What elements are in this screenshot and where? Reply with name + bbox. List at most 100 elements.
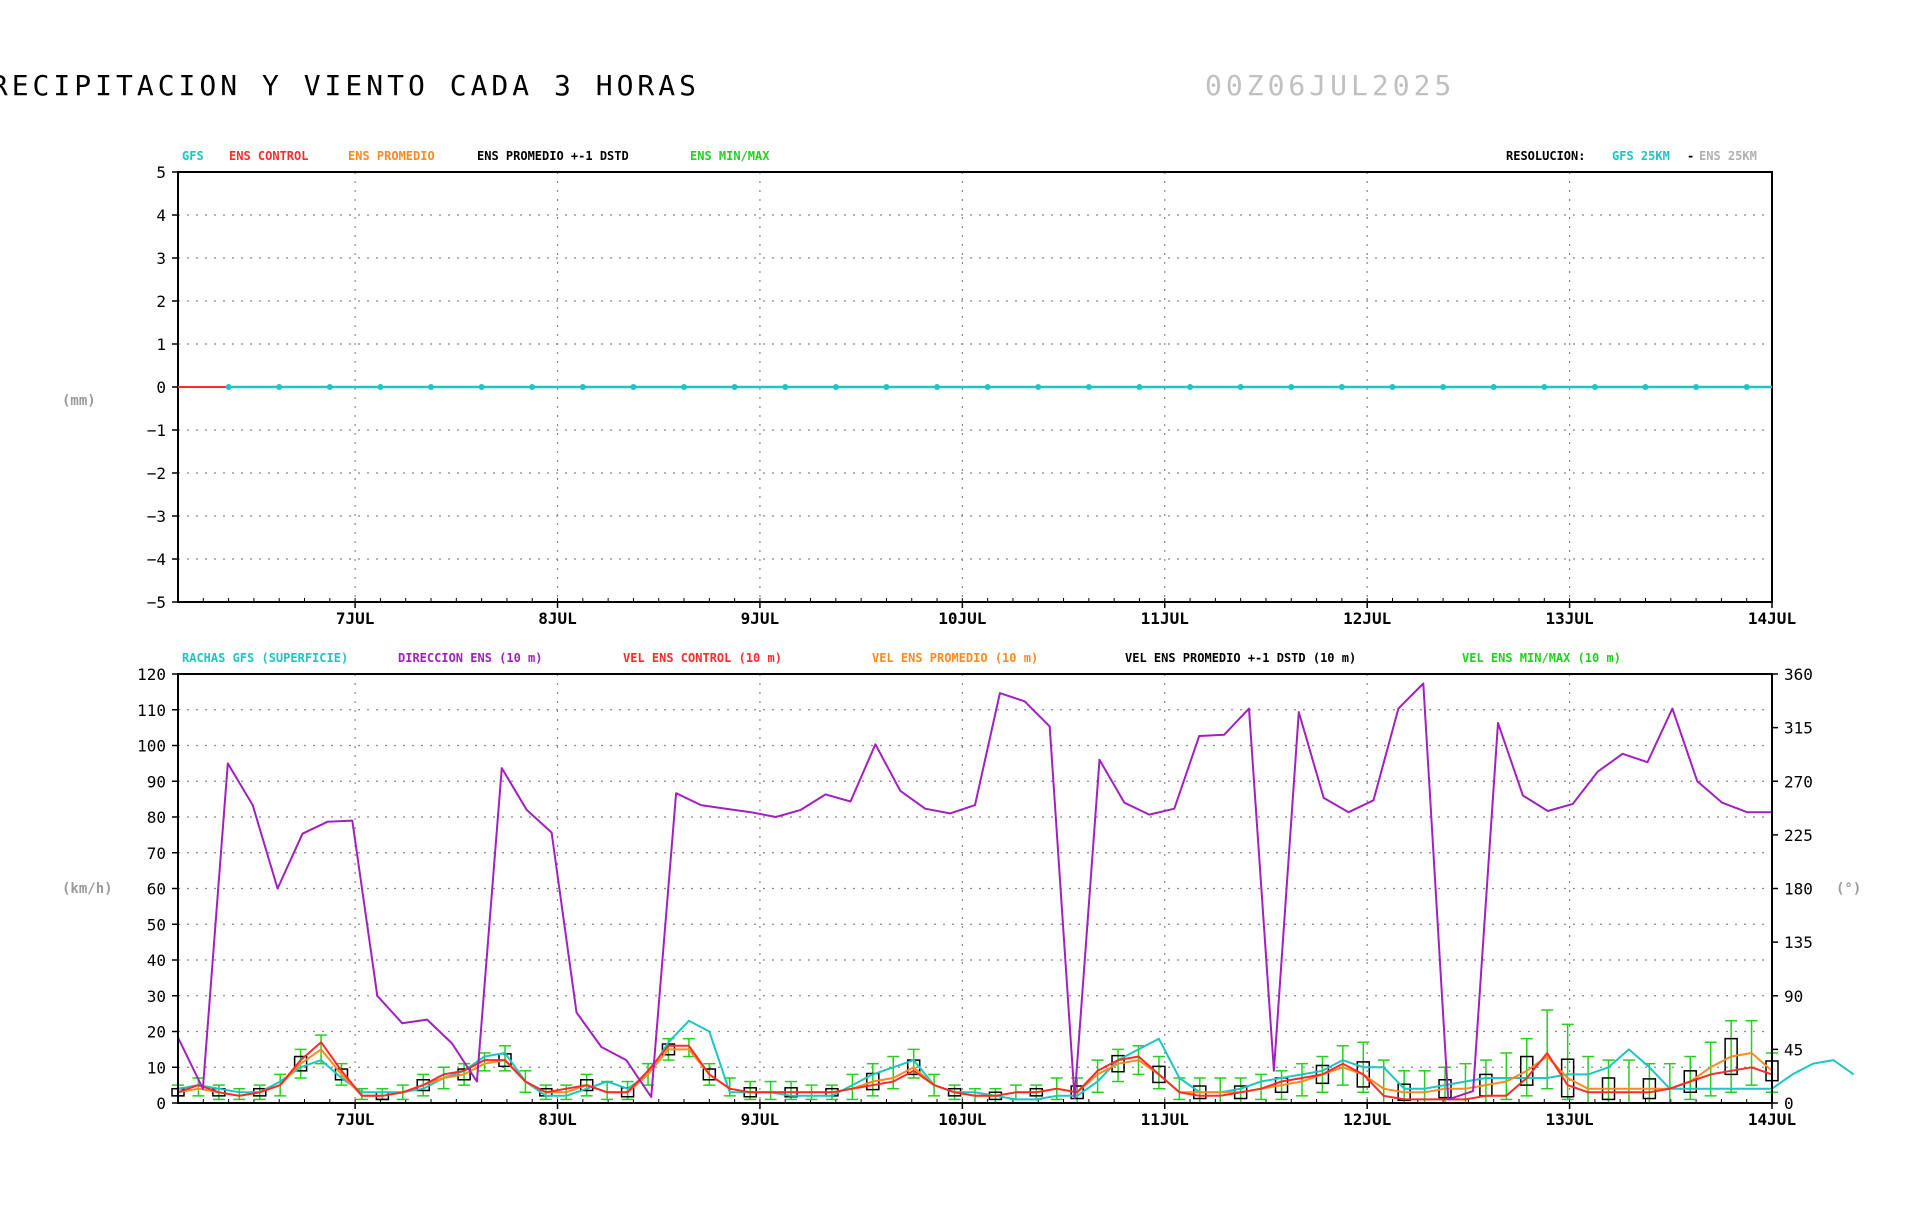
wind-control-line xyxy=(177,1041,1773,1101)
legend-gust: RACHAS GFS (SUPERFICIE) xyxy=(182,651,348,665)
legend-resolution: RESOLUCION: xyxy=(1506,149,1585,163)
wind-xtick-label: 11JUL xyxy=(1141,1110,1189,1129)
wind-ytick-label-right: 315 xyxy=(1784,719,1813,738)
wind-std-box xyxy=(1152,1065,1166,1084)
wind-std-box xyxy=(293,1055,308,1072)
precip-gfs-point xyxy=(731,384,738,390)
precip-gfs-point xyxy=(1693,384,1700,390)
wind-plot-frame xyxy=(177,673,1773,1104)
precip-gfs-point xyxy=(1136,384,1143,390)
wind-xtick-label: 10JUL xyxy=(938,1110,986,1129)
wind-ytick-label-left: 100 xyxy=(137,737,166,756)
wind-gust-line xyxy=(177,1019,1855,1101)
wind-ytick-label-left: 80 xyxy=(147,808,166,827)
precip-gfs-point xyxy=(883,384,890,390)
precip-gfs-point xyxy=(1490,384,1497,390)
precip-ytick-label: 3 xyxy=(156,249,166,268)
wind-std-box xyxy=(334,1068,349,1081)
wind-std-box xyxy=(1356,1061,1371,1088)
wind-ylabel-right: (°) xyxy=(1836,881,1861,897)
wind-xtick-label: 13JUL xyxy=(1546,1110,1594,1129)
precip-gfs-point xyxy=(225,384,232,390)
wind-xtick-label: 7JUL xyxy=(336,1110,375,1129)
precip-gfs-point xyxy=(681,384,688,390)
wind-std-box xyxy=(579,1079,594,1092)
precip-gfs-point xyxy=(1085,384,1092,390)
precip-gfs-point xyxy=(934,384,941,390)
precip-ytick-label: −1 xyxy=(147,421,166,440)
wind-ytick-label-left: 50 xyxy=(147,915,166,934)
legend-control: ENS CONTROL xyxy=(229,149,308,163)
wind-xtick-label: 9JUL xyxy=(741,1110,780,1129)
precip-gfs-point xyxy=(1541,384,1548,390)
wind-ytick-label-right: 0 xyxy=(1784,1094,1794,1113)
precip-gfs-point xyxy=(478,384,485,390)
precip-gfs-point xyxy=(1035,384,1042,390)
wind-std-box xyxy=(1315,1064,1330,1085)
wind-ytick-label-right: 90 xyxy=(1784,987,1803,1006)
wind-xtick-label: 12JUL xyxy=(1343,1110,1391,1129)
precip-gfs-point xyxy=(276,384,283,390)
wind-ytick-label-right: 45 xyxy=(1784,1040,1803,1059)
wind-xtick-label: 14JUL xyxy=(1748,1110,1796,1129)
wind-ytick-label-left: 0 xyxy=(156,1094,166,1113)
wind-ytick-label-left: 10 xyxy=(147,1058,166,1077)
precip-ytick-label: −5 xyxy=(147,593,166,612)
legend-vel-mean: VEL ENS PROMEDIO (10 m) xyxy=(872,651,1038,665)
wind-ytick-label-left: 40 xyxy=(147,951,166,970)
wind-std-box xyxy=(702,1068,717,1081)
precip-ylabel: (mm) xyxy=(62,393,96,409)
legend-vel-control: VEL ENS CONTROL (10 m) xyxy=(623,651,782,665)
precip-gfs-point xyxy=(529,384,536,390)
precip-xtick-label: 7JUL xyxy=(336,609,375,628)
wind-ylabel-left: (km/h) xyxy=(62,881,113,897)
legend-res-gfs: GFS 25KM xyxy=(1612,149,1670,163)
legend-gfs: GFS xyxy=(182,149,204,163)
precip-gfs-point xyxy=(377,384,384,390)
precip-xtick-label: 10JUL xyxy=(938,609,986,628)
precip-ytick-label: −4 xyxy=(147,550,166,569)
precip-xtick-label: 13JUL xyxy=(1546,609,1594,628)
wind-ytick-label-left: 70 xyxy=(147,844,166,863)
wind-std-box xyxy=(1560,1058,1575,1098)
precip-xtick-label: 9JUL xyxy=(741,609,780,628)
wind-ytick-label-right: 225 xyxy=(1784,826,1813,845)
precip-gfs-point xyxy=(1440,384,1447,390)
precip-ytick-label: 5 xyxy=(156,163,166,182)
precip-gfs-point xyxy=(579,384,586,390)
precip-xtick-label: 14JUL xyxy=(1748,609,1796,628)
precip-gfs-point xyxy=(1237,384,1244,390)
precip-gfs-point xyxy=(1591,384,1598,390)
legend-mean: ENS PROMEDIO xyxy=(348,149,435,163)
wind-ytick-label-right: 270 xyxy=(1784,772,1813,791)
run-label: 00Z06JUL2025 xyxy=(1205,69,1455,102)
precip-ytick-label: 2 xyxy=(156,292,166,311)
precip-ytick-label: 0 xyxy=(156,378,166,397)
wind-ytick-label-left: 120 xyxy=(137,665,166,684)
wind-ytick-label-left: 90 xyxy=(147,772,166,791)
precip-gfs-point xyxy=(326,384,333,390)
wind-ytick-label-right: 360 xyxy=(1784,665,1813,684)
precip-gfs-point xyxy=(1338,384,1345,390)
precip-gfs-point xyxy=(782,384,789,390)
legend-vel-std: VEL ENS PROMEDIO +-1 DSTD (10 m) xyxy=(1125,651,1356,665)
precip-legend: GFS ENS CONTROL ENS PROMEDIO ENS PROMEDI… xyxy=(182,149,1757,163)
legend-minmax: ENS MIN/MAX xyxy=(690,149,770,163)
precip-gfs-point xyxy=(1389,384,1396,390)
wind-xtick-label: 8JUL xyxy=(538,1110,577,1129)
wind-ytick-label-left: 30 xyxy=(147,987,166,1006)
wind-ytick-label-right: 180 xyxy=(1784,880,1813,899)
legend-dir: DIRECCION ENS (10 m) xyxy=(398,651,543,665)
precip-gfs-point xyxy=(1187,384,1194,390)
wind-ytick-label-right: 135 xyxy=(1784,933,1813,952)
precip-ytick-label: −3 xyxy=(147,507,166,526)
legend-res-ens: ENS 25KM xyxy=(1699,149,1757,163)
precip-gfs-point xyxy=(428,384,435,390)
legend-std: ENS PROMEDIO +-1 DSTD xyxy=(477,149,629,163)
precip-gfs-point xyxy=(1743,384,1750,390)
precip-xtick-label: 8JUL xyxy=(538,609,577,628)
wind-std-box xyxy=(457,1068,471,1081)
wind-direction-line xyxy=(177,682,1772,1101)
